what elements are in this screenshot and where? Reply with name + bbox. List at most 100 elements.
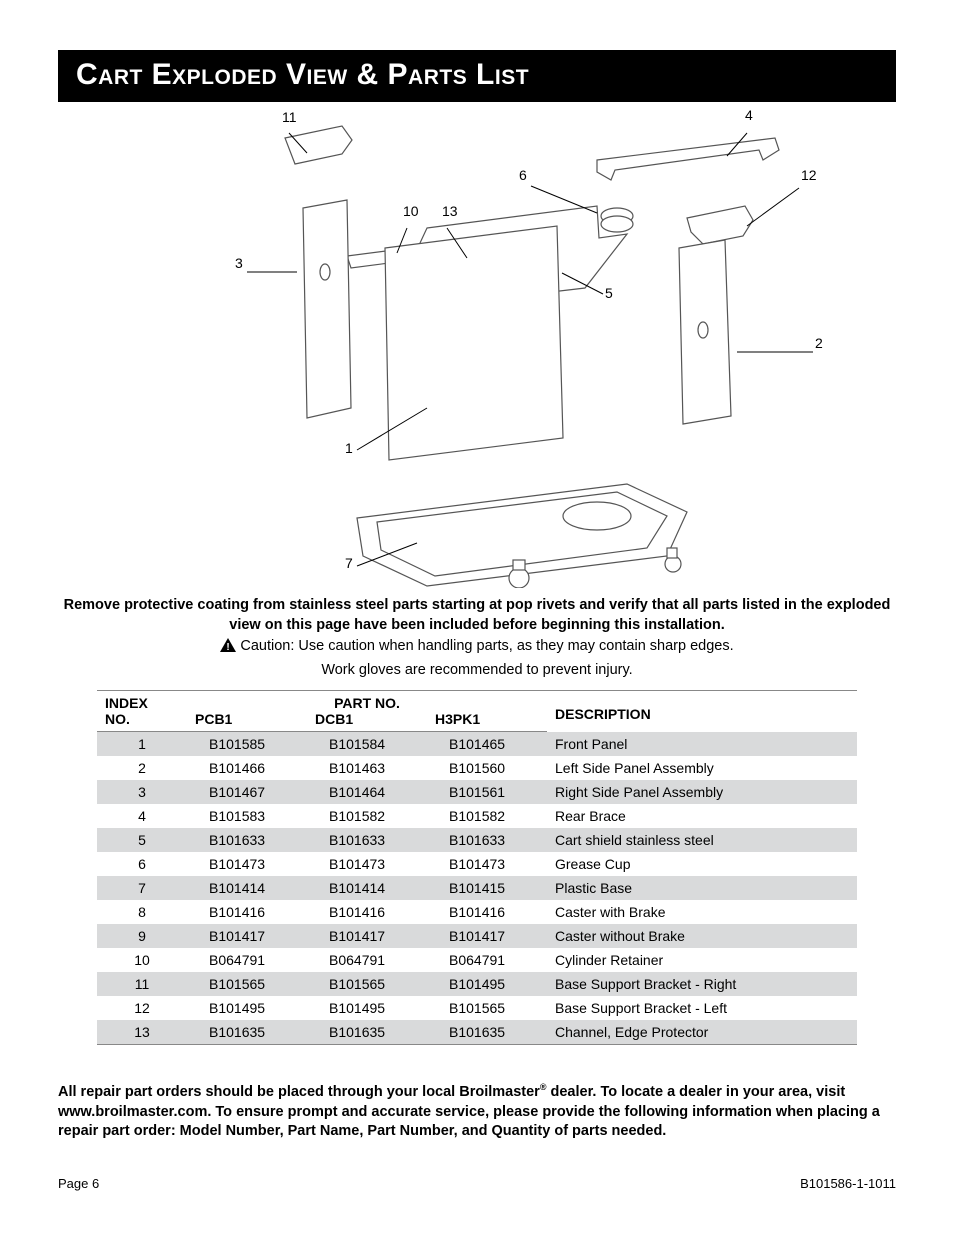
cell-index: 10 [97, 948, 187, 972]
repair-note-pre: All repair part orders should be placed … [58, 1084, 540, 1100]
cell-part: B064791 [307, 948, 427, 972]
cell-desc: Front Panel [547, 732, 857, 757]
callout-label: 5 [605, 285, 613, 301]
table-row: 7B101414B101414B101415Plastic Base [97, 876, 857, 900]
cell-part: B064791 [187, 948, 307, 972]
callout-label: 12 [801, 167, 817, 183]
cell-desc: Cylinder Retainer [547, 948, 857, 972]
repair-note: All repair part orders should be placed … [58, 1081, 896, 1142]
callout-label: 13 [442, 203, 458, 219]
cell-index: 5 [97, 828, 187, 852]
table-row: 3B101467B101464B101561Right Side Panel A… [97, 780, 857, 804]
cell-index: 12 [97, 996, 187, 1020]
cell-part: B101416 [307, 900, 427, 924]
callout-label: 4 [745, 108, 753, 123]
cell-part: B101417 [427, 924, 547, 948]
cell-part: B101416 [427, 900, 547, 924]
cell-part: B101633 [187, 828, 307, 852]
cell-index: 11 [97, 972, 187, 996]
callout-label: 11 [282, 109, 297, 125]
exploded-diagram-wrap: 11 4 6 12 10 13 3 5 2 1 7 [58, 108, 896, 588]
caution-text-1: Caution: Use caution when handling parts… [240, 638, 733, 654]
cell-part: B101463 [307, 756, 427, 780]
cell-desc: Base Support Bracket - Right [547, 972, 857, 996]
table-row: 8B101416B101416B101416Caster with Brake [97, 900, 857, 924]
cell-desc: Caster without Brake [547, 924, 857, 948]
cell-part: B064791 [427, 948, 547, 972]
footer-doc-id: B101586-1-1011 [800, 1176, 896, 1191]
exploded-diagram: 11 4 6 12 10 13 3 5 2 1 7 [127, 108, 827, 588]
cell-desc: Caster with Brake [547, 900, 857, 924]
cell-desc: Rear Brace [547, 804, 857, 828]
caution-line-2: Work gloves are recommended to prevent i… [58, 661, 896, 681]
cell-part: B101583 [187, 804, 307, 828]
cell-part: B101561 [427, 780, 547, 804]
callout-label: 7 [345, 555, 353, 571]
cell-part: B101417 [307, 924, 427, 948]
cell-part: B101414 [307, 876, 427, 900]
callout-label: 10 [403, 203, 419, 219]
cell-desc: Channel, Edge Protector [547, 1020, 857, 1045]
cell-part: B101467 [187, 780, 307, 804]
cell-part: B101465 [427, 732, 547, 757]
th-index: INDEX [97, 691, 187, 712]
cell-index: 2 [97, 756, 187, 780]
cell-part: B101495 [427, 972, 547, 996]
cell-part: B101633 [307, 828, 427, 852]
th-model-2: DCB1 [307, 711, 427, 732]
table-row: 11B101565B101565B101495Base Support Brac… [97, 972, 857, 996]
cell-part: B101565 [427, 996, 547, 1020]
callout-label: 6 [519, 167, 527, 183]
table-row: 6B101473B101473B101473Grease Cup [97, 852, 857, 876]
cell-index: 13 [97, 1020, 187, 1045]
cell-desc: Grease Cup [547, 852, 857, 876]
svg-text:!: ! [227, 642, 230, 652]
footer-page-number: Page 6 [58, 1176, 99, 1191]
instruction-bold: Remove protective coating from stainless… [58, 596, 896, 635]
page-footer: Page 6 B101586-1-1011 [58, 1176, 896, 1191]
cell-part: B101473 [427, 852, 547, 876]
cell-part: B101417 [187, 924, 307, 948]
th-model-3: H3PK1 [427, 711, 547, 732]
parts-table: INDEX PART NO. DESCRIPTION NO. PCB1 DCB1… [97, 690, 857, 1045]
cell-index: 6 [97, 852, 187, 876]
table-row: 12B101495B101495B101565Base Support Brac… [97, 996, 857, 1020]
th-description: DESCRIPTION [547, 691, 857, 732]
table-row: 2B101466B101463B101560Left Side Panel As… [97, 756, 857, 780]
th-partno: PART NO. [187, 691, 547, 712]
callout-label: 3 [235, 255, 243, 271]
cell-part: B101560 [427, 756, 547, 780]
cell-part: B101495 [187, 996, 307, 1020]
cell-index: 8 [97, 900, 187, 924]
page-title: Cart Exploded View & Parts List [58, 50, 896, 102]
cell-part: B101415 [427, 876, 547, 900]
cell-part: B101464 [307, 780, 427, 804]
cell-part: B101416 [187, 900, 307, 924]
cell-part: B101633 [427, 828, 547, 852]
table-row: 10B064791B064791B064791Cylinder Retainer [97, 948, 857, 972]
cell-part: B101565 [187, 972, 307, 996]
cell-part: B101473 [307, 852, 427, 876]
th-model-1: PCB1 [187, 711, 307, 732]
cell-index: 7 [97, 876, 187, 900]
th-no: NO. [97, 711, 187, 732]
cell-part: B101635 [307, 1020, 427, 1045]
cell-desc: Left Side Panel Assembly [547, 756, 857, 780]
cell-part: B101466 [187, 756, 307, 780]
cell-desc: Right Side Panel Assembly [547, 780, 857, 804]
cell-part: B101495 [307, 996, 427, 1020]
page: Cart Exploded View & Parts List [0, 0, 954, 1221]
cell-index: 3 [97, 780, 187, 804]
callout-label: 2 [815, 335, 823, 351]
cell-desc: Plastic Base [547, 876, 857, 900]
instruction-block: Remove protective coating from stainless… [58, 596, 896, 680]
cell-index: 1 [97, 732, 187, 757]
table-row: 9B101417B101417B101417Caster without Bra… [97, 924, 857, 948]
callout-label: 1 [345, 440, 353, 456]
cell-part: B101582 [307, 804, 427, 828]
cell-part: B101473 [187, 852, 307, 876]
cell-desc: Cart shield stainless steel [547, 828, 857, 852]
table-row: 1B101585B101584B101465Front Panel [97, 732, 857, 757]
cell-part: B101635 [427, 1020, 547, 1045]
cell-part: B101565 [307, 972, 427, 996]
